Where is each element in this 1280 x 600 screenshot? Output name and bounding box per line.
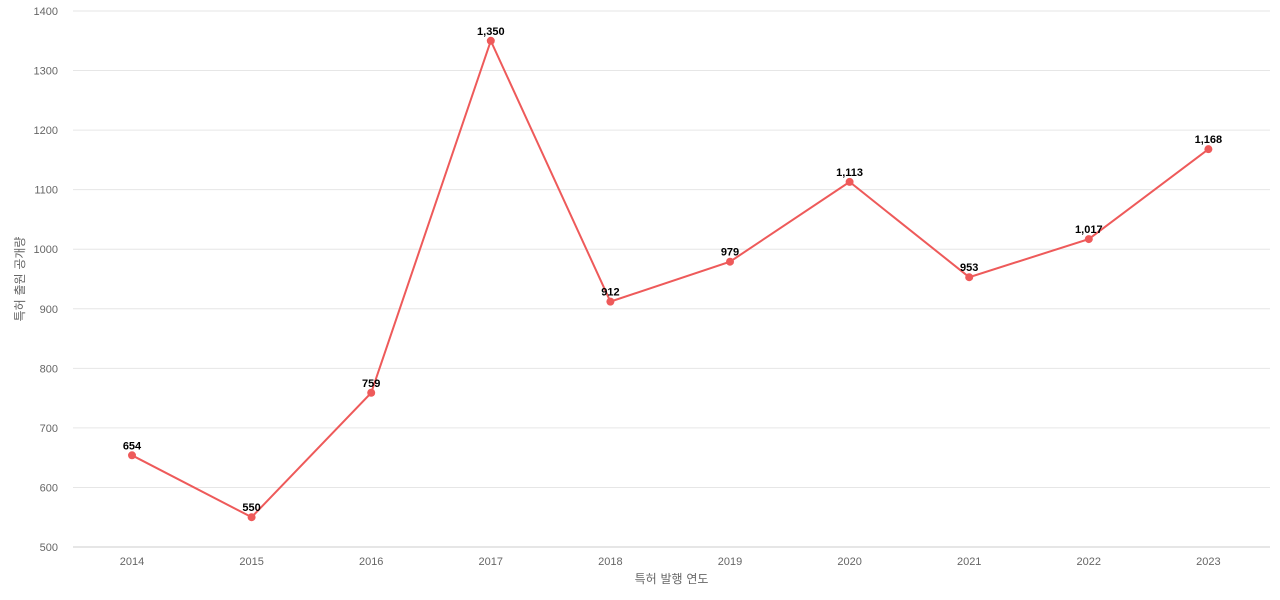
y-tick-label: 700 [40,423,58,435]
x-axis-ticks: 2014 2015 2016 2017 2018 2019 2020 2021 2022 2023 [120,556,1221,568]
y-tick-label: 1100 [34,185,58,197]
y-tick-label: 1400 [34,6,58,18]
x-tick-label: 2016 [359,556,383,568]
x-tick-label: 2020 [837,556,861,568]
data-label: 550 [242,502,260,514]
y-tick-label: 800 [40,363,58,375]
y-tick-label: 1300 [34,66,58,78]
data-point [247,513,256,522]
x-tick-label: 2019 [718,556,742,568]
y-tick-label: 500 [40,542,58,554]
data-label: 1,017 [1075,224,1103,236]
x-tick-label: 2014 [120,556,144,568]
data-labels: 654 550 759 1,350 912 979 1,113 953 1,017 1,168 [123,26,1222,514]
grid-lines [73,10,1270,488]
data-point [367,388,376,397]
data-point [965,273,974,282]
data-point [1084,235,1093,244]
x-tick-label: 2022 [1077,556,1101,568]
data-label: 654 [123,440,142,452]
x-tick-label: 2023 [1196,556,1220,568]
x-tick-label: 2018 [598,556,622,568]
x-tick-label: 2017 [479,556,503,568]
data-label: 1,113 [836,167,863,179]
data-point [128,451,136,460]
y-tick-label: 900 [40,304,58,316]
x-tick-label: 2021 [957,556,981,568]
data-label: 1,350 [477,26,505,38]
y-tick-label: 1200 [34,125,58,137]
y-tick-label: 600 [40,482,58,494]
y-axis-title: 특허 출원 공개량 [13,237,27,322]
data-point [726,257,734,266]
y-axis-ticks: 500 600 700 800 900 1000 1100 1200 1300 1400 [34,6,58,554]
data-point [845,177,854,186]
data-point [606,297,615,306]
data-point [1204,145,1213,154]
data-label: 759 [362,378,380,390]
x-tick-label: 2015 [239,556,263,568]
data-label: 979 [721,247,739,259]
data-points [128,36,1213,522]
data-label: 912 [601,287,619,299]
data-point [486,36,495,45]
x-axis-title: 특허 발행 연도 [635,571,709,586]
series-line [131,38,1210,519]
y-tick-label: 1000 [34,244,58,256]
data-label: 1,168 [1195,134,1223,146]
data-label: 953 [960,262,978,274]
